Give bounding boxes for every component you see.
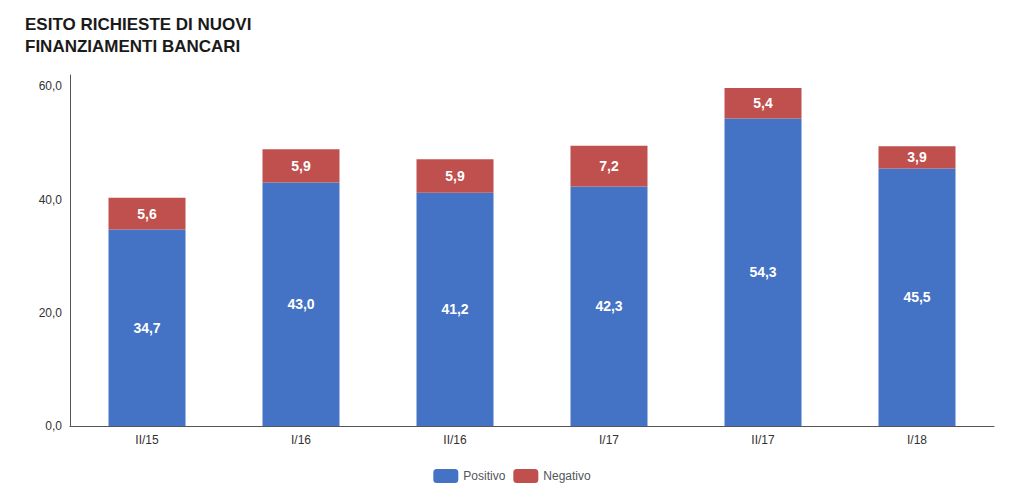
svg-text:I/16: I/16 xyxy=(291,433,311,447)
svg-text:54,3: 54,3 xyxy=(749,264,776,280)
svg-text:FINANZIAMENTI BANCARI: FINANZIAMENTI BANCARI xyxy=(25,37,240,56)
svg-text:Positivo: Positivo xyxy=(463,469,505,483)
svg-text:34,7: 34,7 xyxy=(133,320,160,336)
svg-text:41,2: 41,2 xyxy=(441,301,468,317)
svg-text:5,4: 5,4 xyxy=(753,95,773,111)
svg-text:7,2: 7,2 xyxy=(599,158,619,174)
svg-text:ESITO RICHIESTE DI NUOVI: ESITO RICHIESTE DI NUOVI xyxy=(25,15,251,34)
svg-text:3,9: 3,9 xyxy=(907,149,927,165)
svg-text:45,5: 45,5 xyxy=(903,289,930,305)
svg-text:43,0: 43,0 xyxy=(287,296,314,312)
svg-text:Negativo: Negativo xyxy=(543,469,591,483)
svg-text:0,0: 0,0 xyxy=(45,419,62,433)
svg-text:5,6: 5,6 xyxy=(137,206,157,222)
svg-text:I/17: I/17 xyxy=(599,433,619,447)
svg-text:5,9: 5,9 xyxy=(291,158,311,174)
svg-text:II/16: II/16 xyxy=(443,433,467,447)
svg-text:I/18: I/18 xyxy=(907,433,927,447)
svg-text:II/17: II/17 xyxy=(751,433,775,447)
svg-text:42,3: 42,3 xyxy=(595,298,622,314)
svg-text:II/15: II/15 xyxy=(135,433,159,447)
svg-text:60,0: 60,0 xyxy=(39,79,63,93)
svg-text:40,0: 40,0 xyxy=(39,193,63,207)
svg-text:20,0: 20,0 xyxy=(39,306,63,320)
svg-text:5,9: 5,9 xyxy=(445,168,465,184)
